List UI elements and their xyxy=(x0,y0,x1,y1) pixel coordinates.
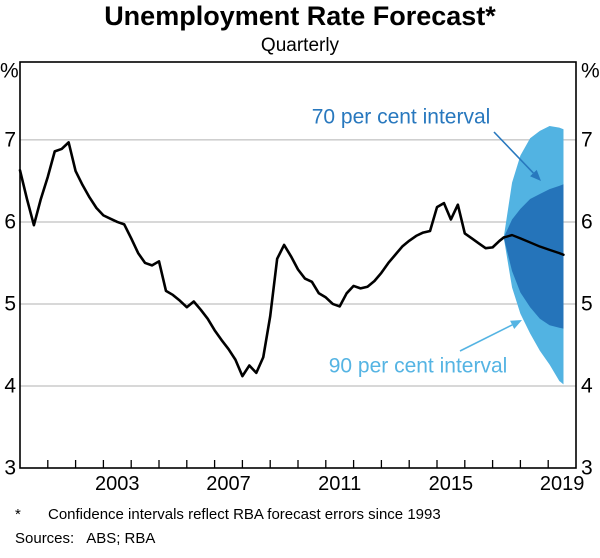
annotation-arrow-head xyxy=(530,169,541,181)
annotation-arrow-line xyxy=(493,131,534,174)
footnote-marker: * xyxy=(15,506,21,523)
line-historical xyxy=(18,141,506,378)
y-axis-label-right: 4 xyxy=(581,374,593,398)
sources-line: Sources: ABS; RBA xyxy=(15,530,155,547)
chart-title: Unemployment Rate Forecast* xyxy=(104,1,496,31)
y-axis-label-right: 3 xyxy=(581,456,593,480)
y-axis-label-right: 7 xyxy=(581,128,593,152)
band-70-per-cent xyxy=(503,184,564,329)
y-axis-label-right: 5 xyxy=(581,292,593,316)
y-axis-label-right: 6 xyxy=(581,210,593,234)
annotation-arrow-line xyxy=(459,324,513,352)
y-axis-unit-left: % xyxy=(0,59,19,83)
x-axis-label: 2007 xyxy=(206,473,251,495)
annotation-arrow-head xyxy=(510,320,522,330)
y-axis-label-left: 4 xyxy=(4,374,16,398)
chart-subtitle: Quarterly xyxy=(260,35,340,56)
footnote: * Confidence intervals reflect RBA foreca… xyxy=(15,506,441,523)
x-axis-label: 2019 xyxy=(539,473,585,495)
annotation-90-per-cent-interval: 90 per cent interval xyxy=(328,354,508,378)
y-axis-label-left: 6 xyxy=(4,210,16,234)
x-axis-label: 2003 xyxy=(95,473,140,495)
y-axis-label-left: 5 xyxy=(4,292,16,316)
line-forecast xyxy=(502,233,565,256)
footnote-text: Confidence intervals reflect RBA forecas… xyxy=(48,506,441,523)
sources-value: ABS; RBA xyxy=(86,530,156,547)
x-axis-label: 2015 xyxy=(428,473,474,495)
annotation-70-per-cent-interval: 70 per cent interval xyxy=(311,105,491,129)
x-axis-label: 2011 xyxy=(318,473,362,495)
sources-label: Sources: xyxy=(15,530,75,547)
y-axis-label-left: 7 xyxy=(4,128,16,152)
plot-border xyxy=(19,61,577,469)
y-axis-unit-right: % xyxy=(581,59,600,83)
y-axis-label-left: 3 xyxy=(4,456,16,480)
